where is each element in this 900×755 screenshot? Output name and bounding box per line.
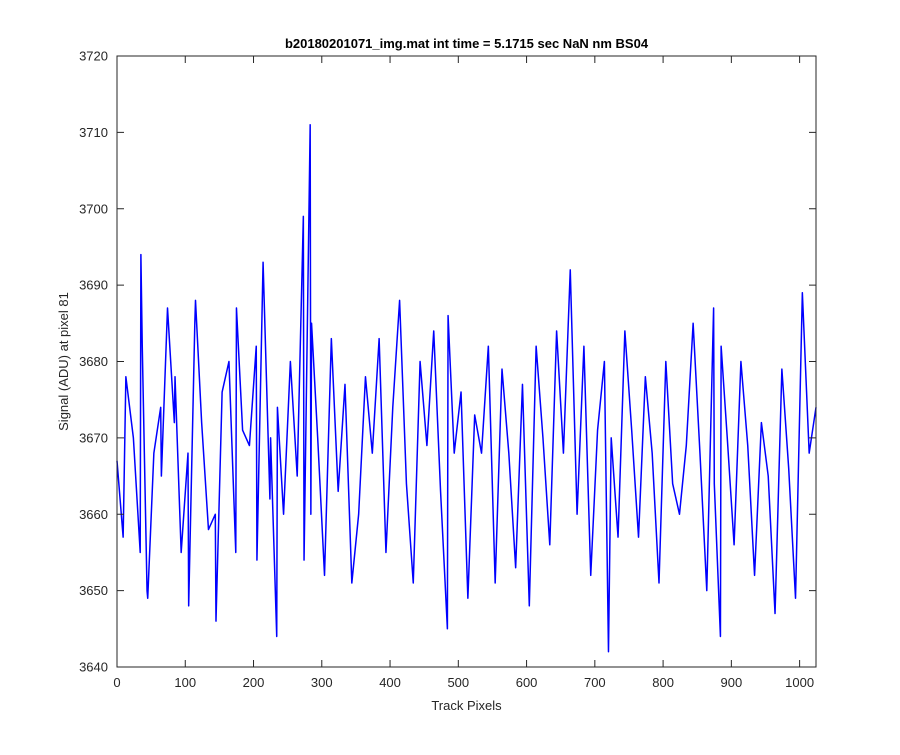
y-tick-label: 3660: [79, 507, 108, 522]
x-tick-label: 1000: [785, 675, 814, 690]
x-axis-label: Track Pixels: [431, 698, 502, 713]
x-tick-label: 800: [652, 675, 674, 690]
y-tick-label: 3640: [79, 660, 108, 675]
x-axis: 0 100 200 300 400 500 600 700 800 900 1000: [113, 56, 814, 690]
y-tick-label: 3670: [79, 430, 108, 445]
y-tick-label: 3700: [79, 201, 108, 216]
x-tick-label: 200: [243, 675, 265, 690]
y-tick-label: 3710: [79, 125, 108, 140]
y-axis-label: Signal (ADU) at pixel 81: [56, 292, 71, 431]
x-tick-label: 600: [516, 675, 538, 690]
y-tick-label: 3690: [79, 278, 108, 293]
x-tick-label: 0: [113, 675, 120, 690]
y-tick-label: 3680: [79, 354, 108, 369]
x-tick-label: 700: [584, 675, 606, 690]
x-tick-label: 500: [447, 675, 469, 690]
x-tick-label: 400: [379, 675, 401, 690]
series-line-1: [116, 123, 817, 653]
series-layer: [116, 123, 817, 653]
x-tick-label: 100: [174, 675, 196, 690]
y-axis: 3640 3650 3660 3670 3680 3690 3700 3710 3720: [79, 49, 816, 675]
x-tick-label: 900: [721, 675, 743, 690]
x-tick-label: 300: [311, 675, 333, 690]
chart-title: b20180201071_img.mat int time = 5.1715 s…: [285, 36, 649, 51]
y-tick-label: 3720: [79, 49, 108, 64]
y-tick-label: 3650: [79, 583, 108, 598]
